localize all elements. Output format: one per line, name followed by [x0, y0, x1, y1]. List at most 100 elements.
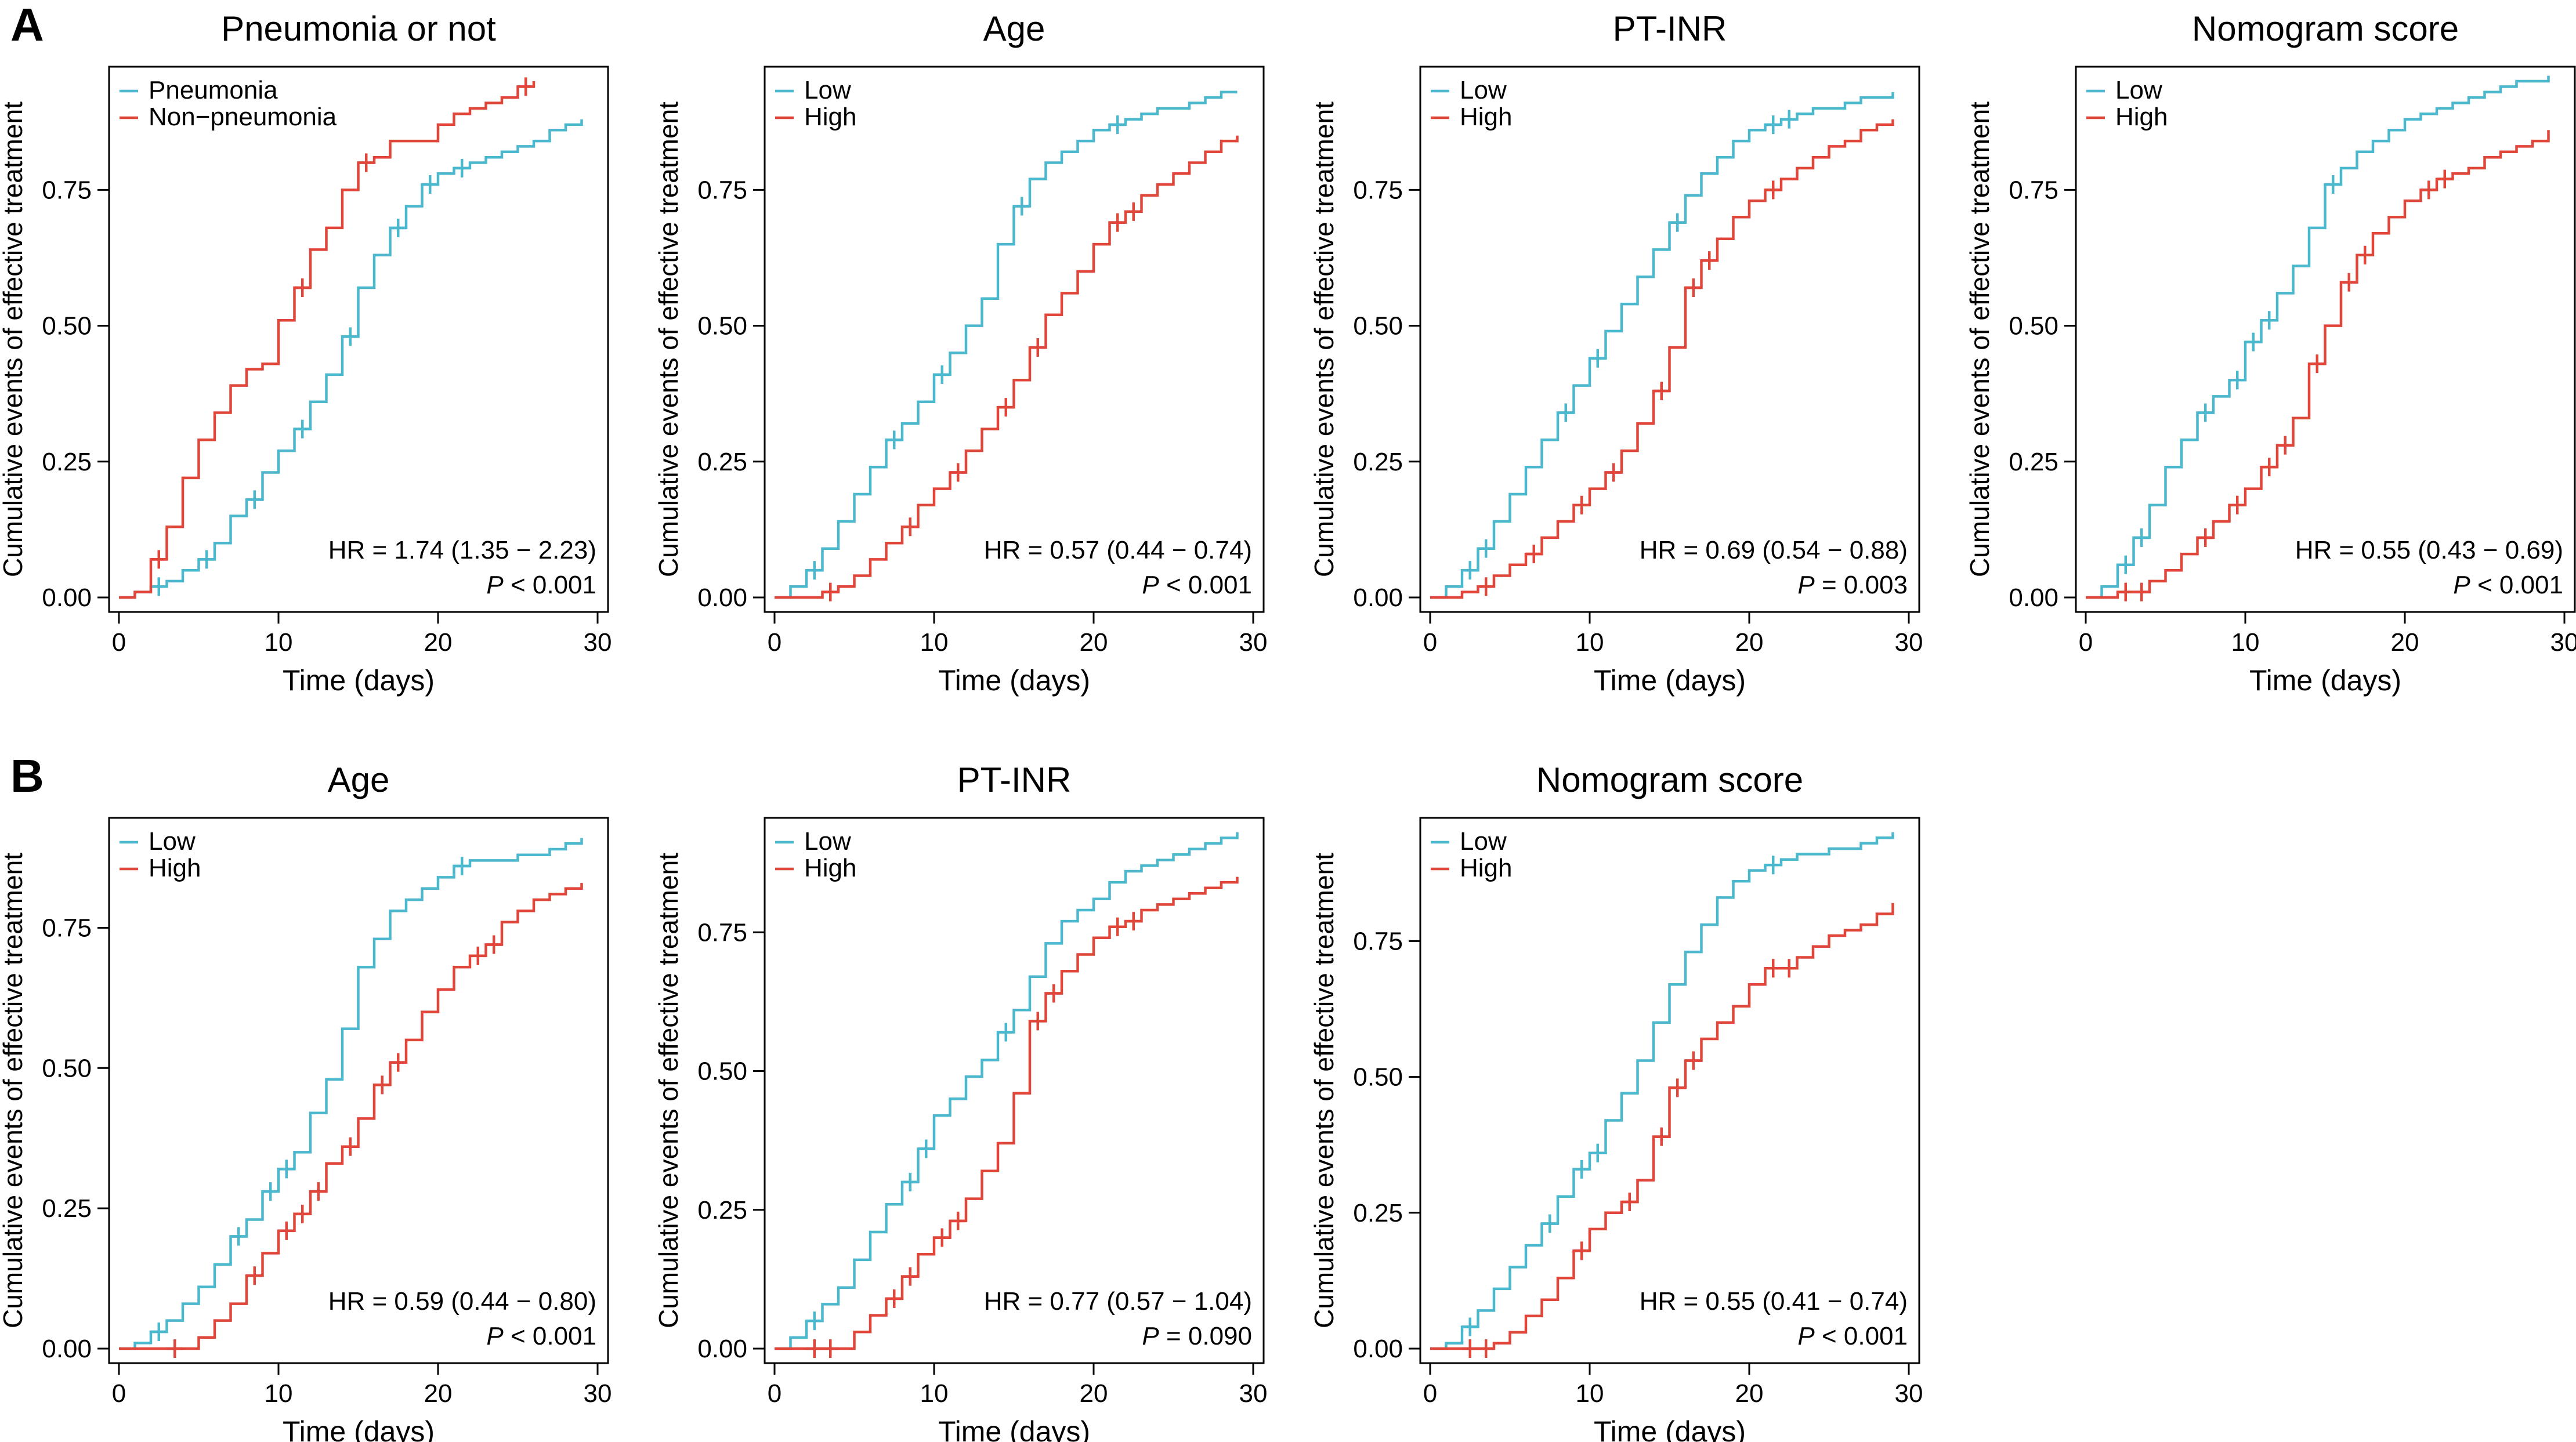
x-axis-label: Time (days): [2249, 664, 2401, 697]
legend-label: Low: [804, 76, 851, 104]
km-step-line: [119, 883, 583, 1350]
legend-label: High: [1460, 103, 1513, 131]
km-plot-6: PT-INR 0 10 20 30 Time (days) 0.00 0.25 0.50 0.75…: [653, 760, 1267, 1442]
x-tick-label: 0: [1423, 628, 1437, 657]
censor-mark: [486, 935, 502, 954]
censor-mark: [1685, 1051, 1702, 1070]
censor-mark: [1478, 577, 1495, 596]
y-axis-label: Cumulative events of effective treatment: [1964, 102, 1995, 577]
hr-annotation: HR = 0.77 (0.57 − 1.04): [984, 1287, 1252, 1316]
x-tick-label: 30: [1239, 1379, 1268, 1408]
chart-title: Nomogram score: [2192, 9, 2459, 48]
censor-mark: [294, 1204, 311, 1223]
chart-title: Nomogram score: [1536, 760, 1803, 799]
series-low: [2086, 75, 2550, 599]
legend-label: High: [149, 854, 201, 882]
censor-mark: [1685, 278, 1702, 297]
x-tick-label: 0: [112, 1379, 126, 1408]
censor-mark: [902, 1172, 918, 1191]
censor-mark: [806, 561, 823, 580]
km-plot-7: Nomogram score 0 10 20 30 Time (days) 0.00 0.25…: [1309, 760, 1923, 1442]
series-high: [1430, 903, 1894, 1358]
censor-mark: [902, 1267, 918, 1286]
censor-mark: [278, 1160, 295, 1179]
censor-mark: [1589, 349, 1606, 368]
y-tick-label: 0.75: [1353, 927, 1403, 955]
censor-mark: [822, 582, 839, 602]
y-tick-label: 0.00: [2009, 584, 2058, 612]
x-tick-label: 10: [920, 1379, 949, 1408]
km-step-line: [119, 838, 583, 1350]
km-step-line: [1430, 832, 1894, 1350]
censor-mark: [342, 327, 359, 346]
p-annotation: P < 0.001: [486, 571, 596, 599]
censor-mark: [997, 398, 1014, 417]
censor-mark: [806, 1339, 823, 1358]
p-annotation: P < 0.001: [2453, 571, 2563, 599]
chart-title: PT-INR: [957, 760, 1072, 799]
x-tick-label: 10: [265, 628, 293, 657]
x-tick-label: 20: [2391, 628, 2419, 657]
censor-mark: [1029, 1012, 1046, 1031]
censor-mark: [1669, 213, 1686, 232]
y-tick-label: 0.00: [42, 1335, 92, 1363]
km-plot-3: PT-INR 0 10 20 30 Time (days) 0.00 0.25 0.50 0.75…: [1309, 9, 1923, 697]
x-tick-label: 30: [1239, 628, 1268, 657]
y-axis-label: Cumulative events of effective treatment: [653, 102, 683, 577]
y-tick-label: 0.50: [42, 312, 92, 340]
censor-mark: [2277, 436, 2293, 455]
censor-mark: [1542, 1214, 1558, 1233]
x-tick-label: 10: [920, 628, 949, 657]
censor-mark: [950, 463, 967, 482]
censor-mark: [358, 153, 375, 172]
censor-mark: [2117, 582, 2134, 602]
plot-frame: [1419, 817, 1920, 1364]
x-axis: 0 10 20 30 Time (days): [1423, 612, 1923, 697]
censor-mark: [2245, 332, 2262, 352]
panel-letter-a: A: [10, 0, 44, 50]
x-tick-label: 30: [584, 1379, 612, 1408]
series-low: [775, 90, 1238, 599]
censor-mark: [2229, 495, 2246, 515]
y-tick-label: 0.25: [42, 448, 92, 476]
y-tick-label: 0.50: [1353, 1063, 1403, 1092]
x-axis: 0 10 20 30 Time (days): [2079, 612, 2576, 697]
km-step-line: [119, 81, 536, 599]
x-axis-label: Time (days): [1594, 664, 1746, 697]
y-axis: 0.00 0.25 0.50 0.75 Cumulative events of eff…: [0, 102, 109, 612]
censor-mark: [1765, 856, 1782, 875]
y-tick-label: 0.25: [1353, 1199, 1403, 1227]
series-high: [119, 883, 583, 1358]
x-axis: 0 10 20 30 Time (days): [112, 1363, 612, 1442]
censor-mark: [2325, 175, 2342, 194]
censor-mark: [1573, 1241, 1590, 1260]
hr-annotation: HR = 1.74 (1.35 − 2.23): [328, 536, 596, 564]
x-axis-label: Time (days): [283, 1415, 435, 1442]
p-value: < 0.001: [2470, 571, 2563, 599]
censor-mark: [422, 175, 439, 194]
censor-mark: [2197, 528, 2214, 547]
x-axis: 0 10 20 30 Time (days): [1423, 1363, 1923, 1442]
x-tick-label: 10: [1576, 628, 1604, 657]
series-high: [119, 77, 536, 599]
p-value: < 0.001: [504, 1322, 596, 1350]
p-label: P: [1142, 1322, 1159, 1350]
y-tick-label: 0.25: [2009, 448, 2058, 476]
y-axis-label: Cumulative events of effective treatment: [1309, 102, 1339, 577]
km-step-line: [1430, 903, 1894, 1350]
y-axis: 0.00 0.25 0.50 0.75 Cumulative events of eff…: [653, 853, 765, 1363]
censor-mark: [934, 1228, 950, 1247]
km-plot-5: Age 0 10 20 30 Time (days) 0.00 0.25 0.50 0.75 Cum…: [0, 760, 612, 1442]
censor-mark: [310, 1182, 327, 1201]
x-tick-label: 20: [1735, 628, 1764, 657]
p-label: P: [1797, 571, 1815, 599]
censor-mark: [2340, 273, 2357, 292]
hr-annotation: HR = 0.59 (0.44 − 0.80): [328, 1287, 596, 1316]
censor-mark: [1765, 115, 1782, 134]
legend-label: Low: [1460, 827, 1507, 856]
series-high: [2086, 130, 2550, 602]
censor-mark: [342, 1137, 359, 1156]
